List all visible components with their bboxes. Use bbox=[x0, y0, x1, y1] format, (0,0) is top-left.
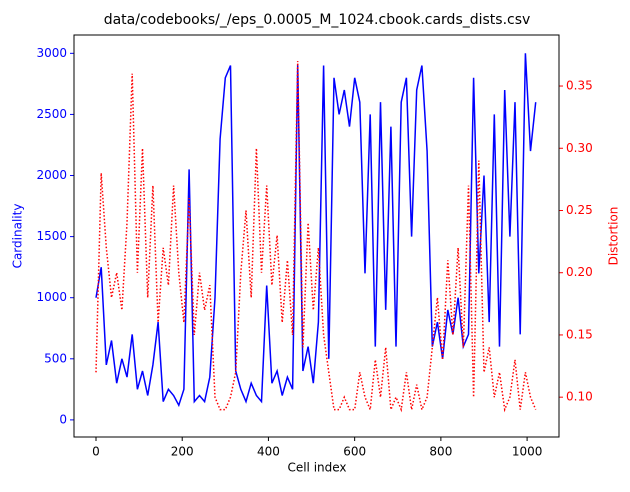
y2-tick-label: 0.25 bbox=[566, 203, 593, 217]
y2-tick-label: 0.35 bbox=[566, 79, 593, 93]
y-tick-label: 1500 bbox=[36, 229, 67, 243]
x-tick-label: 0 bbox=[92, 445, 100, 459]
x-axis-label: Cell index bbox=[287, 461, 346, 475]
x-tick-label: 200 bbox=[171, 445, 194, 459]
series-line bbox=[95, 53, 537, 408]
y2-tick-label: 0.10 bbox=[566, 390, 593, 404]
y-tick-label: 2500 bbox=[36, 107, 67, 121]
plot-frame bbox=[73, 34, 560, 438]
x-tick-label: 600 bbox=[343, 445, 366, 459]
x-tick-label: 1000 bbox=[512, 445, 543, 459]
x-tick-label: 800 bbox=[429, 445, 452, 459]
y2-tick-label: 0.30 bbox=[566, 141, 593, 155]
y-axis-label: Cardinality bbox=[11, 204, 25, 269]
y-tick-label: 500 bbox=[44, 351, 67, 365]
x-tick-label: 400 bbox=[257, 445, 280, 459]
y2-axis-label: Distortion bbox=[607, 207, 621, 266]
y-tick-label: 2000 bbox=[36, 168, 67, 182]
y2-tick-label: 0.15 bbox=[566, 327, 593, 341]
series-line bbox=[95, 61, 537, 413]
chart-title: data/codebooks/_/eps_0.0005_M_1024.cbook… bbox=[104, 12, 531, 28]
y2-tick-label: 0.20 bbox=[566, 265, 593, 279]
y-tick-label: 0 bbox=[59, 412, 67, 426]
y-tick-label: 1000 bbox=[36, 290, 67, 304]
y-tick-label: 3000 bbox=[36, 46, 67, 60]
